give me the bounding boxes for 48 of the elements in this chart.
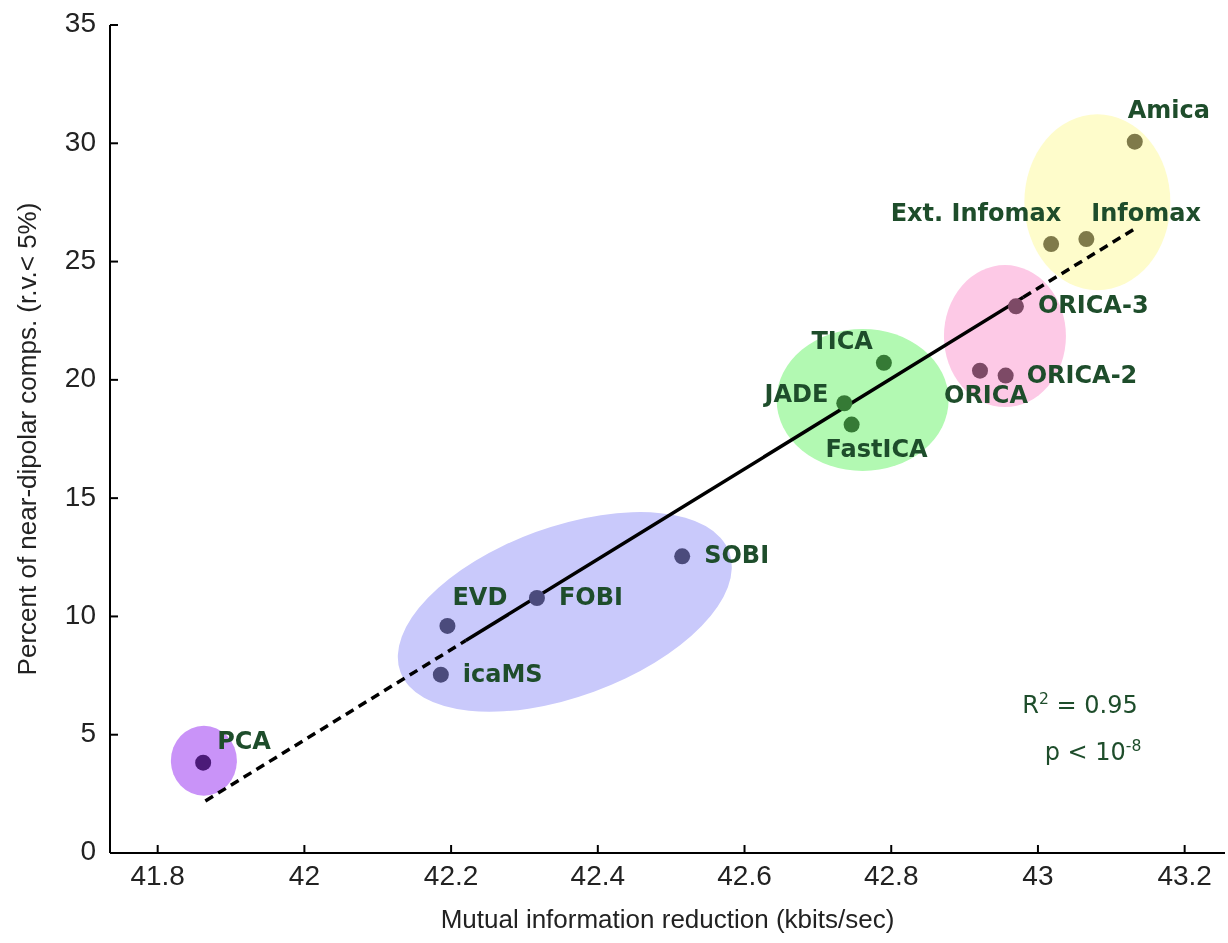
point xyxy=(1078,231,1095,248)
point xyxy=(843,416,860,433)
point xyxy=(674,548,691,565)
point xyxy=(836,395,853,412)
x-tick-label: 42.4 xyxy=(570,860,626,891)
x-tick-label: 42.6 xyxy=(717,860,772,891)
y-axis-title: Percent of near-dipolar comps. (r.v.< 5%) xyxy=(12,202,42,676)
series-label: ORICA-2 xyxy=(1026,360,1138,389)
series-label: FastICA xyxy=(825,434,929,463)
y-tick-label: 35 xyxy=(64,7,96,39)
y-tick-label: 20 xyxy=(64,362,96,394)
series-label: Amica xyxy=(1127,95,1211,124)
point xyxy=(997,367,1014,384)
x-axis-title: Mutual information reduction (kbits/sec) xyxy=(440,904,895,934)
point xyxy=(195,754,212,771)
series-label: TICA xyxy=(811,326,874,355)
y-tick-label: 5 xyxy=(80,717,96,749)
x-tick-label: 41.8 xyxy=(130,860,185,891)
series-label: Ext. Infomax xyxy=(890,199,1062,228)
x-tick-label: 42.8 xyxy=(863,860,919,891)
x-tick-label: 43.2 xyxy=(1157,860,1212,891)
point xyxy=(528,589,545,606)
y-tick-label: 25 xyxy=(64,243,96,275)
series-label: ORICA xyxy=(943,380,1029,409)
y-tick-label: 30 xyxy=(64,125,96,157)
y-tick-label: 15 xyxy=(64,480,96,512)
point xyxy=(1007,298,1024,315)
x-tick-label: 42 xyxy=(288,860,320,891)
annotation: R$^{2}$ = 0.95 xyxy=(1022,690,1138,719)
series-label: ORICA-3 xyxy=(1037,291,1149,320)
series-label: EVD xyxy=(452,582,508,611)
point xyxy=(875,354,892,371)
series-label: Infomax xyxy=(1091,199,1202,228)
y-tick-label: 10 xyxy=(64,598,96,630)
annotation: p < 10$^{-8}$ xyxy=(1044,737,1142,766)
point xyxy=(439,617,456,634)
point xyxy=(432,666,449,683)
point xyxy=(971,362,988,379)
series-label: FOBI xyxy=(558,582,623,611)
point xyxy=(1126,133,1143,150)
x-tick-label: 43 xyxy=(1022,860,1054,891)
series-label: PCA xyxy=(217,726,272,755)
y-tick-label: 0 xyxy=(80,835,96,867)
point xyxy=(1043,236,1060,253)
series-label: SOBI xyxy=(704,541,770,570)
series-label: JADE xyxy=(762,380,829,409)
x-tick-label: 42.2 xyxy=(423,860,479,891)
series-label: icaMS xyxy=(462,659,543,688)
